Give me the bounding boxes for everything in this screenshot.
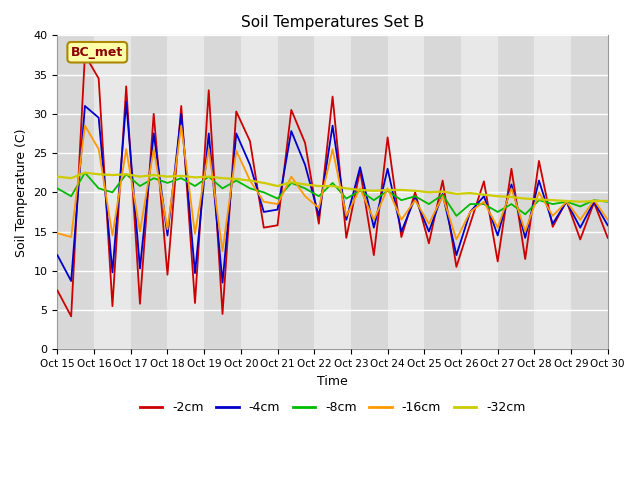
Bar (94, 36, 131, 349)
Bar (58, 36, 94, 349)
Bar (168, 36, 204, 349)
Bar (204, 36, 241, 349)
Bar (571, 36, 608, 349)
Bar (351, 36, 388, 349)
Legend: -2cm, -4cm, -8cm, -16cm, -32cm: -2cm, -4cm, -8cm, -16cm, -32cm (134, 396, 531, 420)
X-axis label: Time: Time (317, 374, 348, 387)
Bar (534, 36, 571, 349)
Bar (314, 36, 351, 349)
Title: Soil Temperatures Set B: Soil Temperatures Set B (241, 15, 424, 30)
Text: BC_met: BC_met (71, 46, 124, 59)
Bar (241, 36, 278, 349)
Y-axis label: Soil Temperature (C): Soil Temperature (C) (15, 128, 28, 257)
Bar (278, 36, 314, 349)
Bar (498, 36, 534, 349)
Bar (131, 36, 168, 349)
Bar (461, 36, 498, 349)
Bar (388, 36, 424, 349)
Bar (424, 36, 461, 349)
